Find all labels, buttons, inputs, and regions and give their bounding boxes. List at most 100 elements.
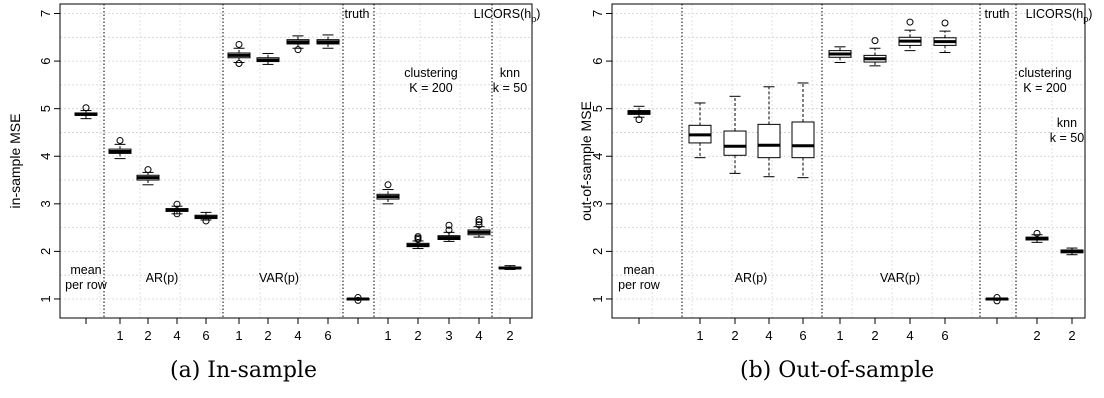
plot-frame: [611, 3, 1086, 319]
outlier-point: [384, 181, 392, 189]
y-axis-title: in-sample MSE: [7, 114, 23, 209]
outlier-point: [475, 221, 483, 229]
box-8: 6: [933, 19, 957, 343]
group-label: knn k = 50: [493, 66, 527, 95]
x-tick-label: 1: [235, 328, 242, 343]
x-tick-label: 6: [941, 328, 948, 343]
outlier-point: [635, 116, 643, 124]
outlier-point: [235, 40, 243, 48]
outlier-point: [116, 137, 124, 145]
group-label: knn k = 50: [1050, 116, 1084, 145]
outlier-point: [475, 218, 483, 226]
y-tick-label: 4: [38, 153, 53, 160]
outlier-point: [235, 59, 243, 67]
outlier-point: [82, 104, 90, 112]
y-tick-label: 6: [38, 57, 53, 64]
y-tick-label: 2: [38, 248, 53, 255]
x-tick-label: 2: [1033, 328, 1040, 343]
outlier-point: [202, 217, 210, 225]
outlier-point: [941, 19, 949, 27]
box-10: 1: [376, 181, 400, 343]
x-tick-label: 1: [696, 328, 703, 343]
figure: 1 2 3 4 5 6 7 in-sample MSE 1 2 4 6 1 2 4 6 1 2 3 4 2 mean per…: [7, 3, 1093, 343]
box-2: 2: [723, 95, 747, 343]
box-6: 2: [863, 37, 887, 343]
box-9: [346, 294, 370, 324]
y-tick-label: 3: [590, 200, 605, 207]
group-label: AR(p): [735, 271, 768, 285]
x-tick-label: 4: [294, 328, 301, 343]
box-5: 1: [828, 46, 852, 343]
box-11: 2: [1060, 247, 1084, 343]
x-tick-label: 2: [1068, 328, 1075, 343]
group-label: VAR(p): [259, 271, 299, 285]
box-iqr: [757, 123, 781, 159]
panel-out-of-sample: 1 2 3 4 5 6 7 out-of-sample MSE 1 2 4 6 1 2 4 6 2 2 mean pe…: [578, 3, 1093, 343]
outlier-point: [173, 200, 181, 208]
box-13: 4: [467, 216, 491, 343]
y-tick-label: 1: [590, 295, 605, 302]
licors-label: LICORS(hp): [474, 7, 541, 24]
caption-out-of-sample: (b) Out-of-sample: [740, 358, 935, 383]
outlier-point: [475, 216, 483, 224]
box-10: 2: [1025, 229, 1049, 343]
panel-in-sample: 1 2 3 4 5 6 7 in-sample MSE 1 2 4 6 1 2 4 6 1 2 3 4 2 mean per…: [7, 3, 541, 343]
x-tick-label: 2: [871, 328, 878, 343]
group-label: AR(p): [146, 271, 179, 285]
y-axis-title: out-of-sample MSE: [578, 101, 594, 221]
box-0: [627, 105, 651, 324]
box-4: 6: [194, 211, 218, 343]
y-tick-label: 7: [38, 10, 53, 17]
group-label: VAR(p): [880, 271, 920, 285]
box-iqr: [791, 121, 815, 159]
outlier-point: [1033, 229, 1041, 237]
box-1: 1: [108, 137, 132, 343]
y-tick-label: 2: [590, 248, 605, 255]
group-label: truth: [344, 7, 369, 21]
outlier-point: [144, 166, 152, 174]
group-label: truth: [984, 7, 1009, 21]
plot-frame: [59, 3, 533, 319]
x-tick-label: 1: [836, 328, 843, 343]
box-6: 2: [256, 52, 280, 343]
outlier-point: [993, 294, 1001, 302]
box-7: 4: [898, 18, 922, 343]
x-tick-label: 3: [445, 328, 452, 343]
x-tick-label: 1: [384, 328, 391, 343]
x-tick-label: 2: [264, 328, 271, 343]
x-tick-label: 4: [475, 328, 482, 343]
box-4: 6: [791, 82, 815, 343]
box-14: 2: [498, 265, 522, 343]
y-tick-label: 6: [590, 57, 605, 64]
group-label: clustering K = 200: [404, 66, 458, 95]
outlier-point: [173, 210, 181, 218]
box-0: [74, 104, 98, 324]
box-3: 4: [165, 200, 189, 343]
y-tick-label: 7: [590, 10, 605, 17]
x-tick-label: 2: [506, 328, 513, 343]
box-8: 6: [316, 34, 340, 343]
y-tick-label: 1: [38, 295, 53, 302]
x-tick-label: 2: [144, 328, 151, 343]
x-tick-label: 6: [799, 328, 806, 343]
x-tick-label: 6: [324, 328, 331, 343]
box-1: 1: [688, 102, 712, 343]
box-iqr: [723, 130, 747, 156]
box-12: 3: [437, 221, 461, 343]
group-label: mean per row: [618, 263, 661, 292]
box-5: 1: [227, 40, 251, 343]
box-11: 2: [406, 233, 430, 343]
outlier-point: [993, 297, 1001, 305]
outlier-point: [906, 18, 914, 26]
licors-label: LICORS(hp): [1026, 7, 1093, 24]
caption-in-sample: (a) In-sample: [170, 358, 317, 383]
x-tick-label: 4: [906, 328, 913, 343]
x-tick-label: 4: [173, 328, 180, 343]
group-label: mean per row: [65, 263, 108, 292]
y-tick-label: 5: [38, 105, 53, 112]
box-7: 4: [286, 35, 310, 343]
x-tick-label: 2: [414, 328, 421, 343]
group-label: clustering K = 200: [1018, 66, 1072, 95]
x-tick-label: 2: [731, 328, 738, 343]
outlier-point: [294, 46, 302, 54]
